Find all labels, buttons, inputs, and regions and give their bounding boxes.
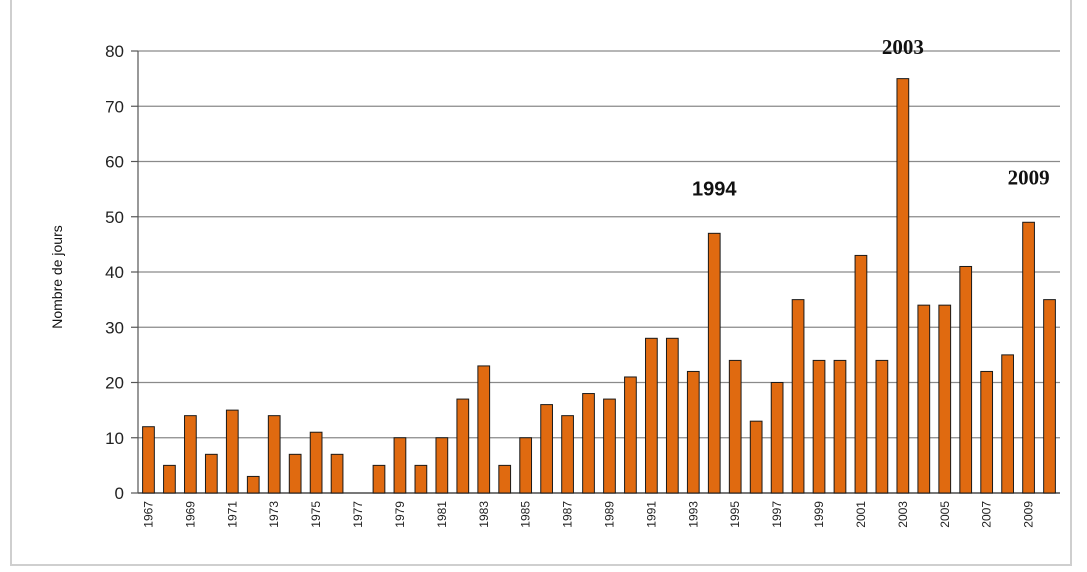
annotations: 1994 2003 2009 — [692, 35, 1050, 200]
bar-1973 — [267, 415, 281, 494]
bar-1997 — [770, 382, 784, 494]
y-tick-label: 30 — [105, 318, 124, 337]
bar-1993 — [686, 370, 700, 494]
bar-1992 — [665, 337, 679, 494]
x-tick-label: 1975 — [309, 501, 323, 528]
x-tick-label: 1995 — [728, 501, 742, 528]
y-tick-label: 20 — [105, 374, 124, 393]
bar-2002 — [875, 359, 889, 494]
bar-1983 — [477, 365, 491, 494]
bar-2005 — [938, 304, 952, 494]
y-axis-label: Nombre de jours — [49, 225, 65, 329]
x-tick-label: 1981 — [435, 501, 449, 528]
y-axis-ticks: 0 10 20 30 40 50 60 70 80 — [105, 42, 138, 503]
x-tick-label: 1979 — [393, 501, 407, 528]
bar-1987 — [561, 415, 574, 494]
x-tick-label: 2003 — [896, 501, 910, 528]
bar-2006 — [959, 265, 973, 494]
bar-1981 — [435, 437, 449, 494]
y-tick-label: 0 — [115, 484, 124, 503]
bar-1974 — [288, 453, 302, 494]
bar-1988 — [582, 393, 595, 494]
y-tick-label: 50 — [105, 208, 124, 227]
bar-2009 — [1022, 221, 1035, 494]
bar-1970 — [204, 453, 218, 494]
bar-1971 — [225, 409, 239, 494]
bar-1996 — [749, 420, 763, 494]
bar-2003 — [896, 78, 910, 494]
bar-1975 — [309, 431, 323, 494]
bar-1968 — [163, 464, 176, 494]
bar-2000 — [833, 359, 847, 494]
bar-1978 — [372, 464, 386, 494]
bar-1990 — [624, 376, 637, 494]
bar-1986 — [540, 404, 553, 494]
x-tick-label: 1985 — [519, 501, 533, 528]
bar-1989 — [603, 398, 616, 494]
x-axis-ticks: 1967 1969 1971 1973 1975 1977 1979 1981 1983 1985… — [141, 501, 1035, 528]
bar-1995 — [728, 359, 742, 494]
x-tick-label: 1983 — [477, 501, 491, 528]
bar-2001 — [854, 254, 868, 494]
bar-2004 — [917, 304, 931, 494]
bar-2007 — [980, 370, 994, 494]
annotation-2003: 2003 — [882, 35, 924, 59]
x-tick-label: 1973 — [267, 501, 281, 528]
x-tick-label: 1991 — [644, 501, 658, 528]
y-tick-label: 10 — [105, 429, 124, 448]
bar-1998 — [791, 299, 805, 494]
bars — [142, 78, 1056, 494]
annotation-2009: 2009 — [1008, 165, 1050, 189]
y-tick-label: 40 — [105, 263, 124, 282]
x-tick-label: 1999 — [812, 501, 826, 528]
x-tick-label: 1977 — [351, 501, 365, 528]
x-tick-label: 1971 — [225, 501, 239, 528]
x-tick-label: 1997 — [770, 501, 784, 528]
bar-1999 — [812, 359, 826, 494]
x-tick-label: 1993 — [686, 501, 700, 528]
x-tick-label: 2007 — [980, 501, 994, 528]
bar-1969 — [184, 415, 197, 494]
x-tick-label: 2005 — [938, 501, 952, 528]
y-tick-label: 80 — [105, 42, 124, 61]
y-tick-label: 60 — [105, 153, 124, 172]
bar-1991 — [645, 337, 658, 494]
bar-1980 — [414, 464, 428, 494]
bar-1979 — [393, 437, 407, 494]
bar-2008 — [1001, 354, 1014, 494]
y-tick-label: 70 — [105, 97, 124, 116]
bar-2010 — [1043, 299, 1056, 494]
x-tick-label: 2001 — [854, 501, 868, 528]
x-tick-label: 1987 — [561, 501, 575, 528]
bar-1994 — [707, 232, 721, 494]
x-tick-label: 2009 — [1022, 501, 1036, 528]
bar-1985 — [519, 437, 533, 494]
x-tick-label: 1989 — [602, 501, 616, 528]
x-tick-label: 1969 — [183, 501, 197, 528]
bar-1984 — [498, 464, 512, 494]
bar-1967 — [142, 426, 155, 494]
x-tick-label: 1967 — [141, 501, 155, 528]
bar-1982 — [456, 398, 470, 494]
chart-frame — [10, 0, 1072, 566]
bar-1972 — [246, 475, 260, 494]
annotation-1994: 1994 — [692, 178, 737, 200]
bar-1976 — [330, 453, 344, 494]
